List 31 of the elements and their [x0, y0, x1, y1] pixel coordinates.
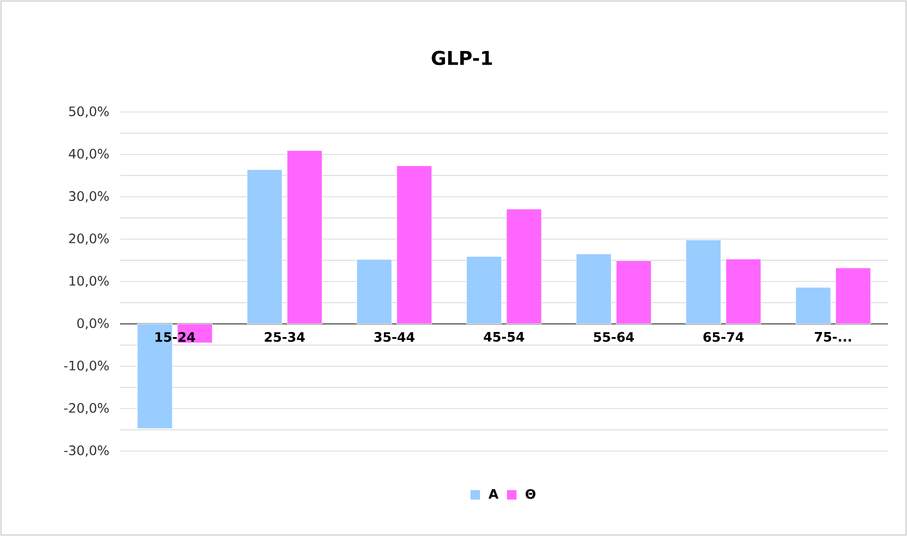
x-tick-label: 35-44 — [374, 332, 414, 342]
bar — [506, 208, 542, 324]
y-tick-label: -30,0% — [64, 445, 109, 457]
bar — [286, 150, 322, 324]
y-tick-label: 10,0% — [70, 276, 109, 288]
bar — [835, 268, 871, 324]
bar — [396, 166, 432, 324]
x-tick-label: 75-... — [814, 332, 851, 342]
x-tick-label: 65-74 — [703, 332, 744, 342]
bar — [616, 260, 652, 324]
x-tick-label: 15-24 — [156, 332, 196, 342]
x-tick-label: 45-54 — [484, 332, 524, 342]
bar — [246, 169, 282, 324]
y-tick-label: 50,0% — [69, 106, 109, 118]
y-tick-label: 40,0% — [68, 148, 109, 160]
legend-label: Α — [488, 489, 498, 499]
chart-title: GLP-1 — [432, 50, 492, 66]
bar — [726, 258, 762, 324]
bar — [686, 240, 722, 324]
y-tick-label: 30,0% — [69, 191, 109, 202]
x-tick-label: 25-34 — [264, 332, 305, 342]
y-tick-label: -10,0% — [64, 360, 109, 372]
bar — [466, 256, 502, 324]
bar — [356, 259, 392, 324]
bar — [576, 254, 612, 324]
x-tick-label: 55-64 — [594, 332, 634, 342]
y-tick-label: 20,0% — [69, 234, 109, 245]
bar — [795, 287, 831, 324]
y-tick-label: 0,0% — [77, 318, 109, 330]
legend-label: Θ — [526, 489, 536, 499]
y-tick-label: -20,0% — [64, 403, 109, 414]
